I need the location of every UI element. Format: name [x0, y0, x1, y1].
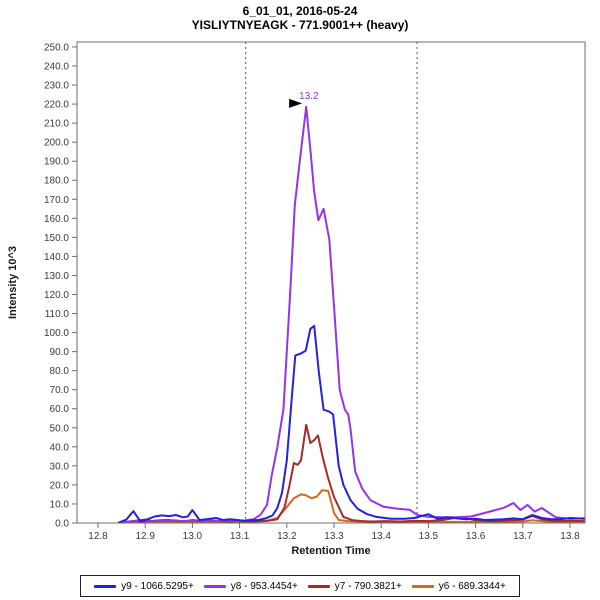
y-axis-title: Intensity 10^3: [7, 246, 19, 319]
y-tick-label: 200.0: [44, 138, 69, 149]
chromatogram-trace-y9: [118, 324, 586, 524]
x-tick-label: 12.8: [88, 531, 108, 542]
y-tick-label: 170.0: [44, 195, 69, 206]
y-tick-label: 100.0: [44, 328, 69, 339]
y-tick-label: 150.0: [44, 233, 69, 244]
x-tick-label: 13.3: [324, 531, 344, 542]
y-tick-label: 240.0: [44, 61, 69, 72]
x-axis-title: Retention Time: [291, 545, 370, 557]
y-tick-label: 120.0: [44, 290, 69, 301]
y-tick-label: 180.0: [44, 176, 69, 187]
legend-line-swatch-y9: [94, 584, 117, 588]
x-tick-label: 13.8: [560, 531, 580, 542]
y-tick-label: 80.0: [50, 366, 70, 377]
x-tick-label: 13.0: [183, 531, 203, 542]
x-tick-label: 13.7: [513, 531, 533, 542]
x-tick-label: 13.5: [419, 531, 439, 542]
y-tick-label: 30.0: [50, 461, 70, 472]
legend-label-y8: y8 - 953.4454+: [230, 580, 298, 592]
peak-retention-time-label: 13.2: [299, 91, 319, 102]
legend-item-y7: y7 - 790.3821+: [307, 580, 402, 592]
y-tick-label: 130.0: [44, 271, 69, 282]
y-tick-label: 10.0: [50, 499, 70, 510]
y-tick-label: 70.0: [50, 385, 70, 396]
y-tick-label: 50.0: [50, 423, 70, 434]
x-tick-label: 12.9: [135, 531, 155, 542]
chart-plot-area[interactable]: [77, 42, 585, 523]
y-tick-label: 110.0: [45, 309, 70, 320]
legend-label-y6: y6 - 689.3344+: [438, 580, 506, 592]
y-tick-label: 140.0: [44, 252, 69, 263]
legend-line-swatch-y8: [203, 584, 226, 588]
chart-subtitle: YISLIYTNYEAGK - 771.9001++ (heavy): [191, 18, 409, 32]
x-tick-label: 13.4: [371, 531, 391, 542]
legend-item-y9: y9 - 1066.5295+: [94, 581, 194, 592]
y-tick-label: 40.0: [50, 442, 70, 453]
y-tick-label: 20.0: [50, 480, 70, 491]
x-tick-label: 13.2: [277, 531, 297, 542]
legend-item-y8: y8 - 953.4454+: [203, 580, 298, 592]
chart-legend: y9 - 1066.5295+ y8 - 953.4454+ y7 - 790.38…: [80, 575, 520, 597]
legend-label-y9: y9 - 1066.5295+: [121, 580, 194, 592]
legend-line-swatch-y7: [307, 584, 330, 588]
x-tick-label: 13.1: [230, 531, 250, 542]
y-tick-label: 210.0: [44, 119, 69, 130]
y-tick-label: 160.0: [44, 214, 69, 225]
chromatogram-trace-y8: [118, 105, 586, 524]
y-tick-label: 60.0: [50, 404, 70, 415]
y-tick-label: 90.0: [50, 347, 70, 358]
legend-item-y6: y6 - 689.3344+: [411, 580, 506, 592]
legend-line-swatch-y6: [411, 584, 434, 588]
y-tick-label: 220.0: [44, 100, 69, 111]
x-tick-label: 13.6: [466, 531, 486, 542]
chart-title: 6_01_01, 2016-05-24: [242, 4, 358, 18]
y-tick-label: 230.0: [44, 81, 69, 92]
y-tick-label: 250.0: [44, 42, 69, 53]
y-tick-label: 0.0: [55, 519, 69, 530]
chart-border: [76, 41, 586, 524]
legend-label-y7: y7 - 790.3821+: [334, 580, 402, 592]
y-tick-label: 190.0: [44, 157, 69, 168]
peak-pointer-arrow-icon: [289, 98, 303, 108]
